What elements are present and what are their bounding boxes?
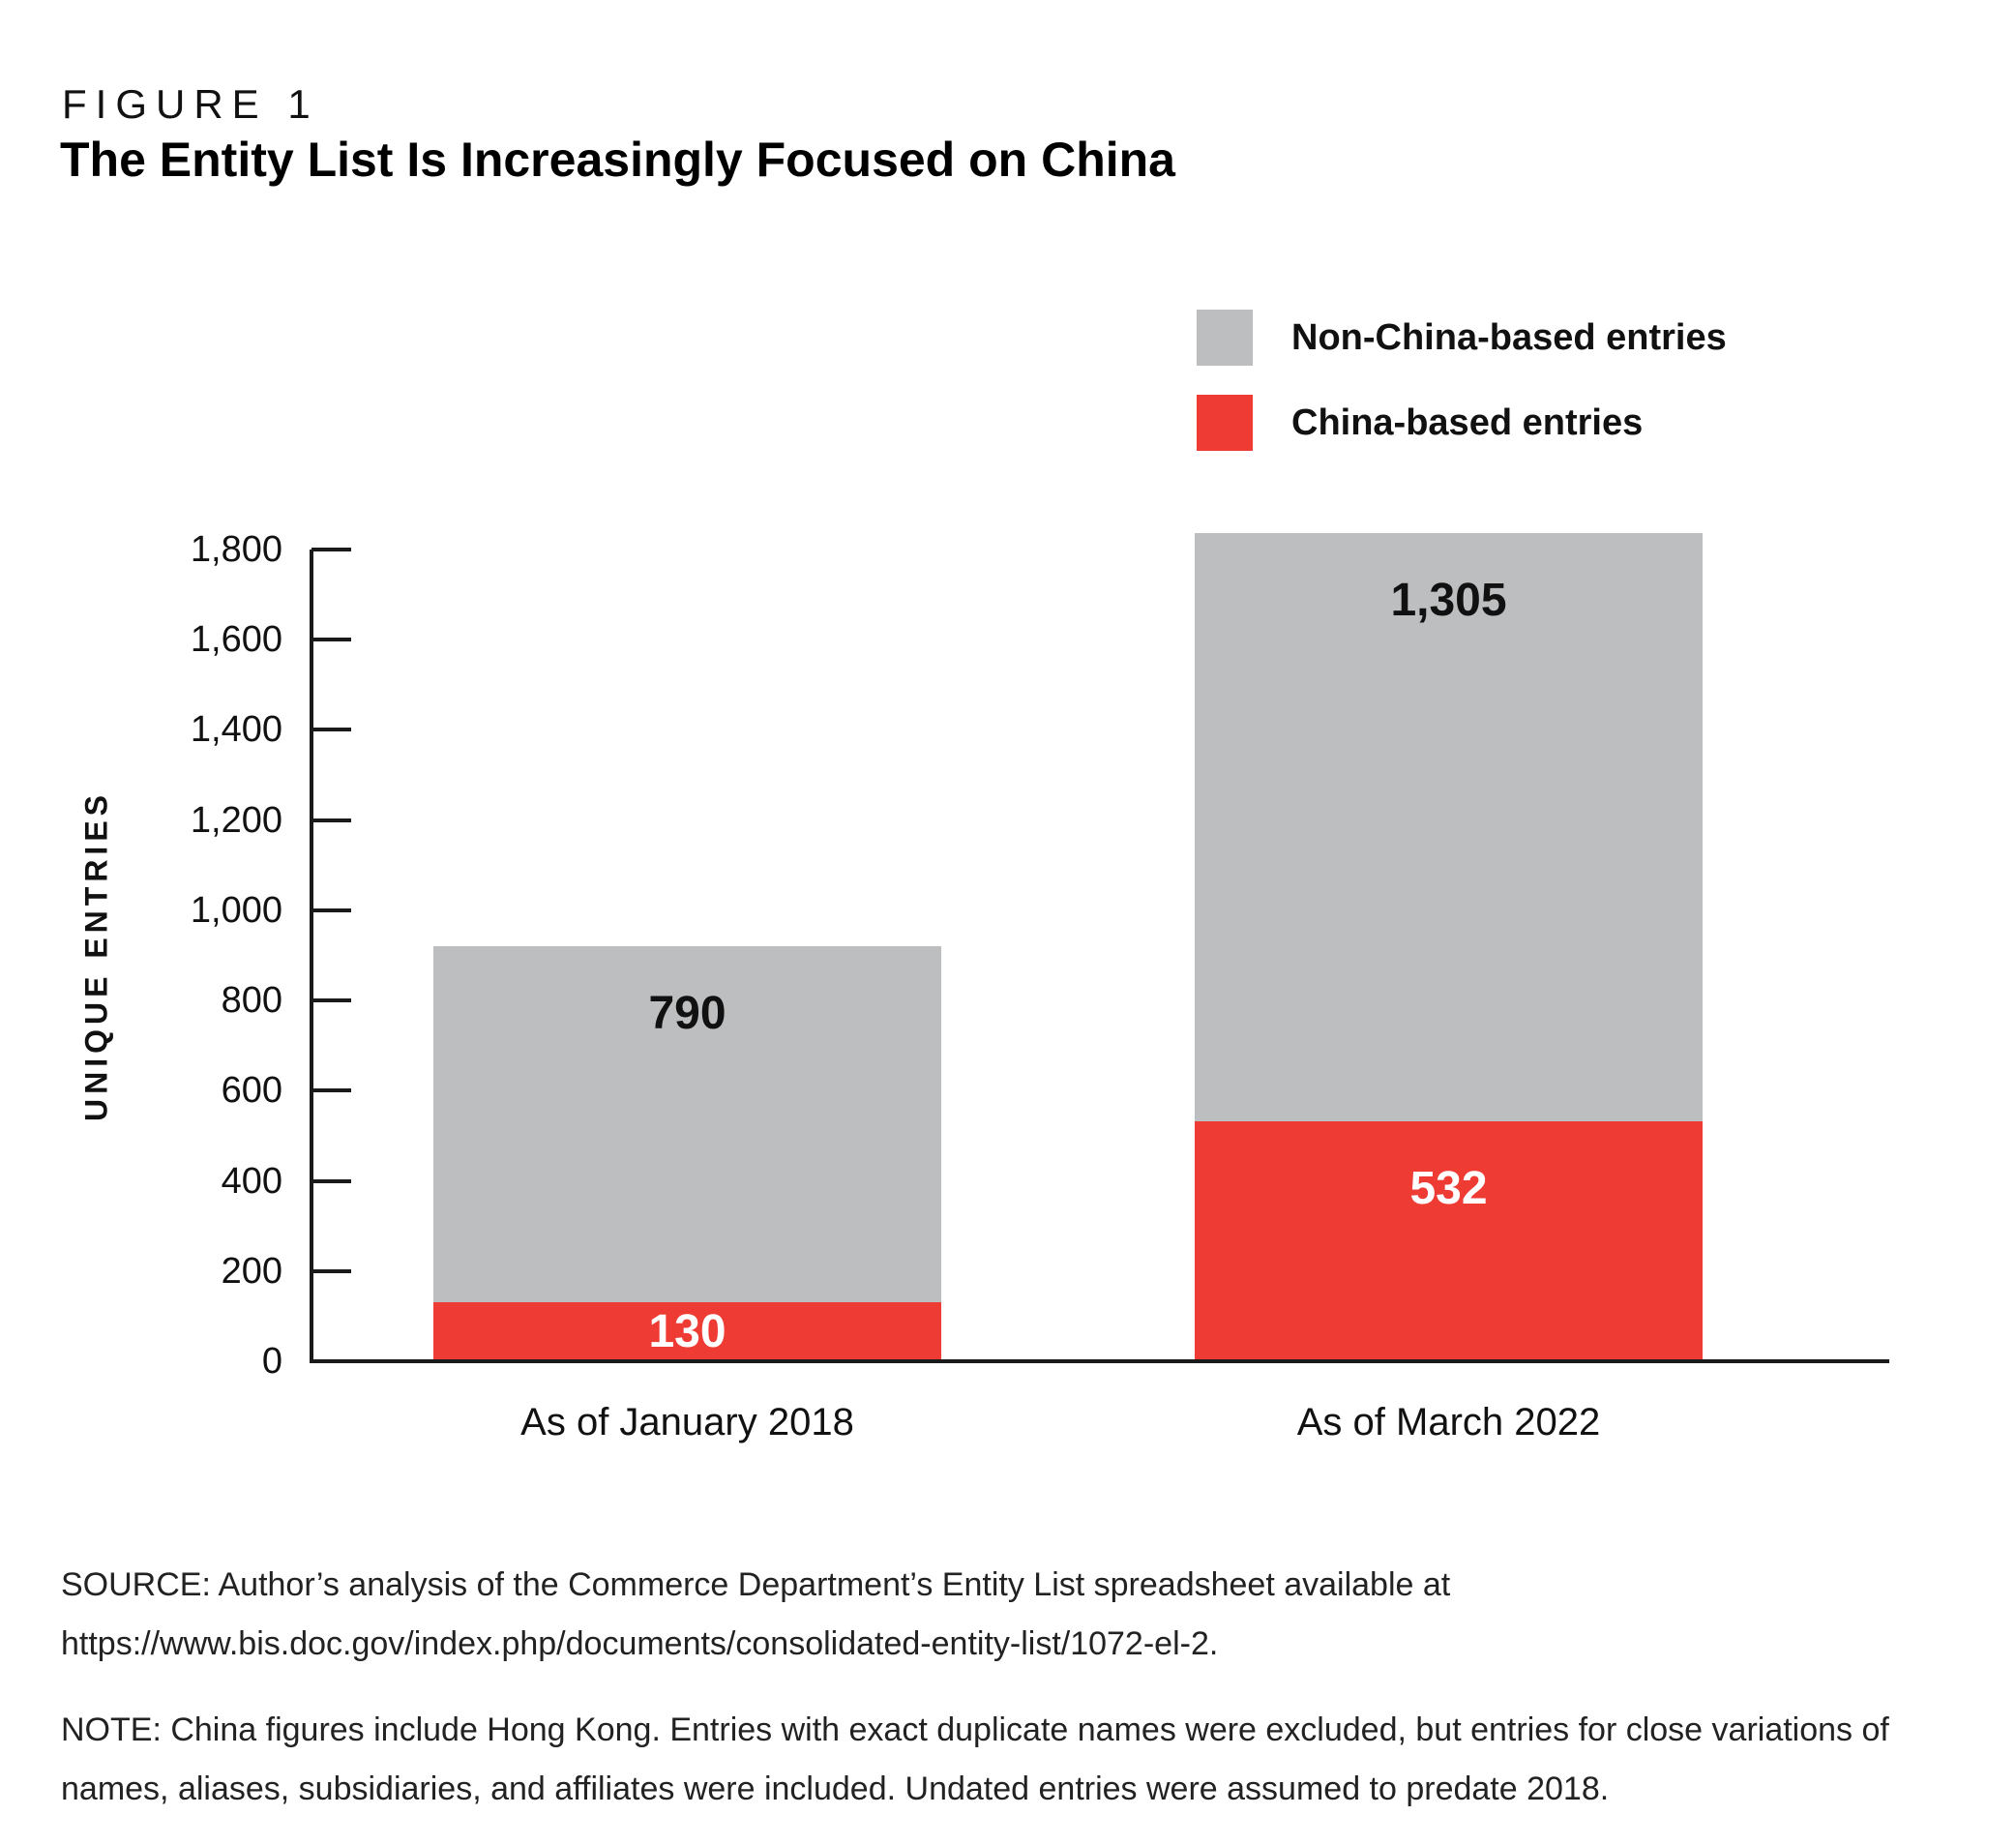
y-axis-tick-label: 1,800	[190, 529, 282, 570]
bar-segment-china	[433, 1302, 941, 1361]
bar-value-china: 532	[1409, 1163, 1488, 1215]
x-axis-label: As of March 2022	[1296, 1401, 1601, 1443]
bar-segment-non-china	[1195, 532, 1703, 1122]
y-axis-tick-label: 1,600	[190, 619, 282, 661]
y-axis-tick-label: 0	[261, 1341, 282, 1382]
legend-swatch-icon	[1197, 395, 1253, 451]
y-axis-tick	[311, 1178, 351, 1183]
bar-value-non-china: 790	[648, 988, 726, 1040]
figure-title: The Entity List Is Increasingly Focused …	[60, 133, 1175, 187]
y-axis-tick-label: 1,200	[190, 799, 282, 841]
legend-item: Non-China-based entries	[1197, 310, 1727, 366]
y-axis-tick-label: 1,000	[190, 889, 282, 931]
methodology-note: NOTE: China figures include Hong Kong. E…	[61, 1711, 1889, 1808]
bar-value-china: 130	[648, 1305, 726, 1357]
y-axis-tick	[311, 728, 351, 732]
bar-segment-non-china	[433, 946, 941, 1303]
bar-segment-china	[1195, 1121, 1703, 1361]
legend-label: Non-China-based entries	[1291, 316, 1727, 358]
legend-swatch-icon	[1197, 310, 1253, 366]
y-axis-tick	[311, 638, 351, 642]
y-axis-tick-label: 200	[221, 1250, 282, 1292]
chart-legend: Non-China-based entries China-based entri…	[1197, 310, 1727, 451]
legend-item: China-based entries	[1197, 395, 1727, 451]
x-axis-label: As of January 2018	[520, 1401, 854, 1443]
y-axis-tick	[311, 818, 351, 822]
y-axis-tick-label: 400	[221, 1160, 282, 1202]
x-axis-line	[310, 1359, 1889, 1363]
y-axis-tick	[311, 548, 351, 551]
y-axis-tick	[311, 1268, 351, 1273]
y-axis-tick-label: 1,400	[190, 709, 282, 751]
bar-value-non-china: 1,305	[1390, 574, 1507, 626]
y-axis-line	[310, 550, 313, 1361]
y-axis-tick	[311, 998, 351, 1003]
y-axis-tick-label: 600	[221, 1070, 282, 1112]
y-axis-tick-label: 800	[221, 980, 282, 1022]
source-note: SOURCE: Author’s analysis of the Commerc…	[61, 1566, 1451, 1663]
y-axis-tick	[311, 908, 351, 912]
y-axis-title: UNIQUE ENTRIES	[78, 789, 114, 1121]
y-axis-tick	[311, 1088, 351, 1093]
figure-kicker: FIGURE 1	[62, 81, 319, 127]
legend-label: China-based entries	[1291, 402, 1644, 443]
